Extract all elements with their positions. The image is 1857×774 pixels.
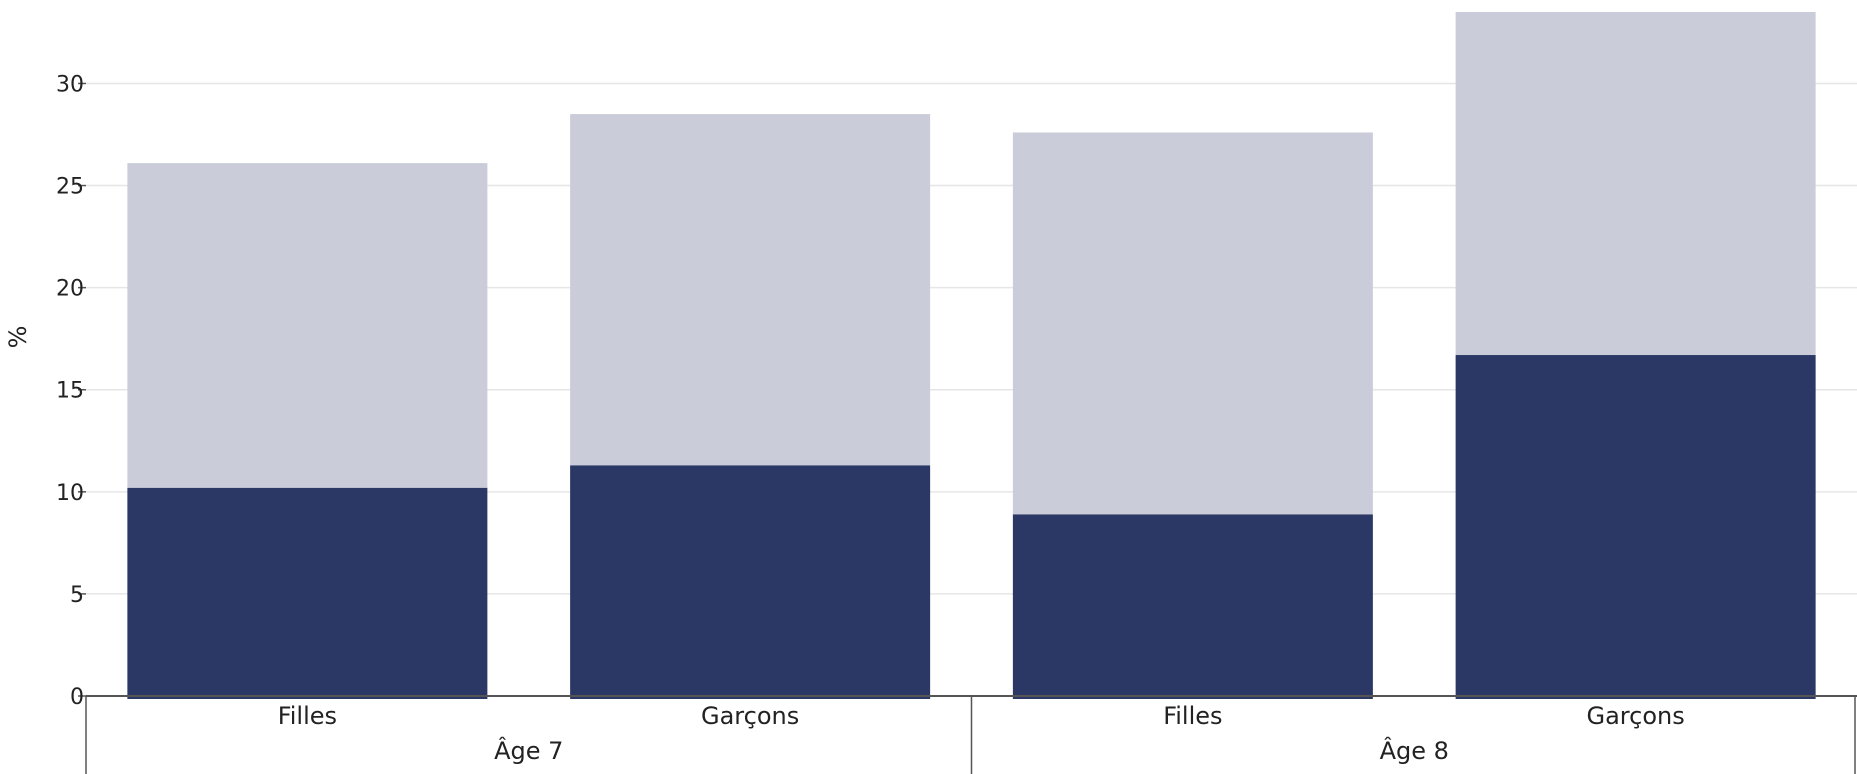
bar-segment bbox=[1012, 132, 1373, 515]
y-tick-label: 10 bbox=[56, 481, 84, 506]
group-label: Âge 8 bbox=[1380, 736, 1449, 765]
x-tick-label: Garçons bbox=[701, 702, 799, 730]
y-tick-label: 0 bbox=[70, 685, 84, 710]
bar-segment bbox=[570, 114, 931, 466]
group-label: Âge 7 bbox=[494, 736, 563, 765]
y-tick-label: 25 bbox=[56, 175, 84, 200]
y-tick-label: 5 bbox=[70, 583, 84, 608]
y-tick-label: 20 bbox=[56, 277, 84, 302]
x-tick-label: Filles bbox=[278, 702, 337, 730]
bar-segment bbox=[570, 465, 931, 699]
x-tick-label: Garçons bbox=[1587, 702, 1685, 730]
x-tick-label: Filles bbox=[1163, 702, 1222, 730]
bars bbox=[127, 12, 1816, 699]
y-axis-ticks: 0 5 10 15 20 25 30 bbox=[56, 72, 86, 710]
bar-segment bbox=[1455, 12, 1816, 356]
bar-segment bbox=[127, 163, 488, 488]
bar-segment bbox=[127, 487, 488, 699]
y-tick-label: 30 bbox=[56, 72, 84, 97]
bar-segment bbox=[1455, 355, 1816, 699]
y-tick-label: 15 bbox=[56, 379, 84, 404]
x-axis: Filles Garçons Filles Garçons Âge 7 Âge 8 bbox=[85, 695, 1857, 774]
bar-segment bbox=[1012, 514, 1373, 699]
y-axis-title: % bbox=[4, 326, 32, 349]
